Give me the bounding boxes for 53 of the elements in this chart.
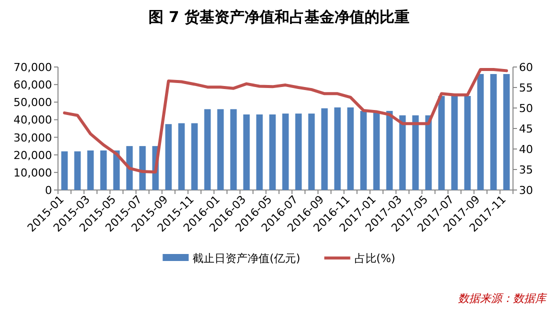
y-tick-label: 30,000 xyxy=(14,131,52,144)
line-series xyxy=(63,68,508,174)
legend-label: 占比(%) xyxy=(354,252,396,265)
bar xyxy=(438,96,445,190)
bar xyxy=(347,107,354,190)
bar xyxy=(477,74,484,190)
bar xyxy=(282,114,289,190)
y2-tick-label: 45 xyxy=(519,122,533,136)
bar xyxy=(178,123,185,190)
bar xyxy=(217,109,224,190)
y2-tick-label: 30 xyxy=(519,184,533,197)
y2-tick-label: 60 xyxy=(519,61,533,74)
bar xyxy=(503,74,510,190)
chart-title: 图 7 货基资产净值和占基金净值的比重 xyxy=(148,8,410,26)
bar xyxy=(451,96,458,190)
bar xyxy=(334,107,341,190)
y2-tick-label: 40 xyxy=(519,143,533,156)
source-note: 数据来源：数据库 xyxy=(458,292,548,305)
bar xyxy=(321,108,328,190)
y2-tick-label: 55 xyxy=(519,82,533,94)
y-tick-label: 0 xyxy=(45,184,52,197)
bar xyxy=(126,146,133,190)
bar xyxy=(308,114,315,190)
y-tick-label: 60,000 xyxy=(14,78,52,92)
y-tick-label: 10,000 xyxy=(14,166,52,180)
y-tick-label: 40,000 xyxy=(14,114,52,127)
bar xyxy=(87,150,94,190)
bar xyxy=(191,123,198,190)
y2-tick-label: 35 xyxy=(519,164,533,176)
bar xyxy=(295,114,302,190)
bar xyxy=(490,74,497,190)
bar xyxy=(165,124,172,190)
y-tick-label: 50,000 xyxy=(14,96,52,110)
legend-label: 截止日资产净值(亿元) xyxy=(192,252,300,265)
bar xyxy=(464,96,471,190)
bar xyxy=(204,109,211,190)
bar xyxy=(74,151,81,190)
y-tick-label: 20,000 xyxy=(14,148,52,162)
bar xyxy=(360,110,367,190)
bar xyxy=(425,115,432,190)
bar xyxy=(243,114,250,190)
bar xyxy=(399,115,406,190)
bar xyxy=(139,146,146,190)
bar xyxy=(373,110,380,190)
bar xyxy=(100,150,107,190)
bar xyxy=(386,110,393,190)
bar xyxy=(256,114,263,190)
y-tick-label: 70,000 xyxy=(14,61,52,74)
y2-tick-label: 50 xyxy=(519,102,533,115)
bar xyxy=(61,151,68,190)
bar xyxy=(230,109,237,190)
bar xyxy=(412,115,419,190)
bar xyxy=(269,114,276,190)
